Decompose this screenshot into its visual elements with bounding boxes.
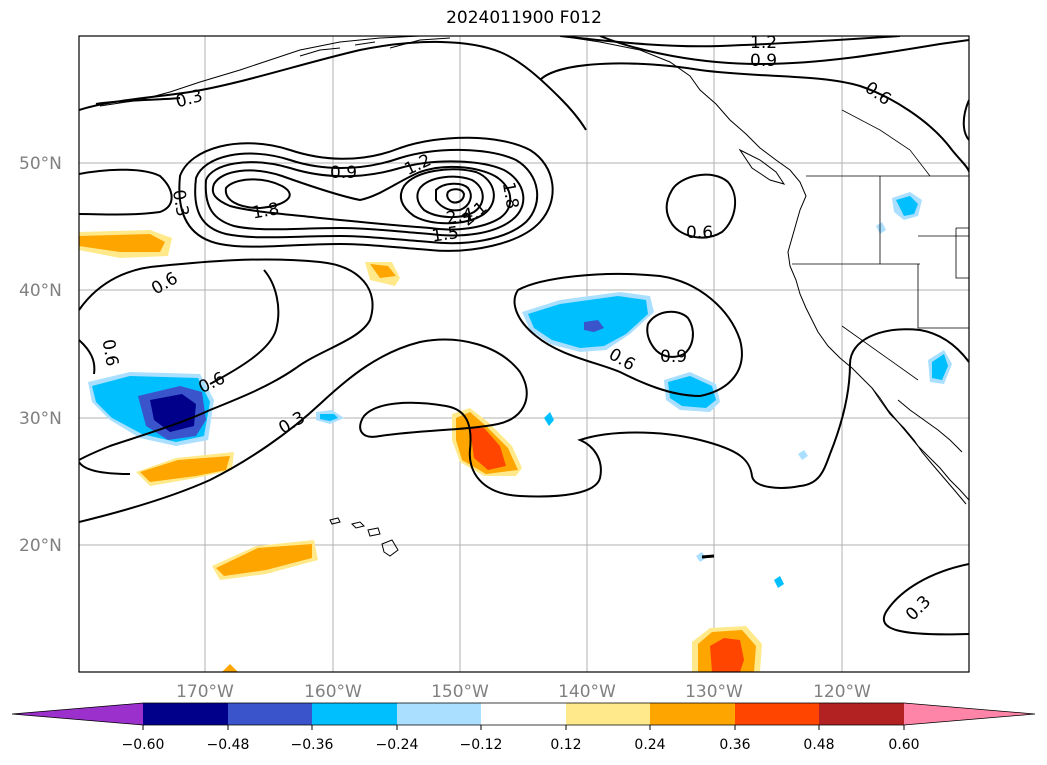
colorbar-bin xyxy=(819,703,904,725)
lon-label: 130°W xyxy=(685,682,743,702)
colorbar-bin xyxy=(735,703,819,725)
contour-label: 0.6 xyxy=(98,338,122,368)
lat-label: 40°N xyxy=(19,281,62,301)
colorbar-bin xyxy=(650,703,735,725)
page-title: 2024011900 F012 xyxy=(446,8,602,28)
shaded-anomalies xyxy=(79,192,952,672)
coastlines xyxy=(99,36,969,557)
colorbar-tick-label: 0.24 xyxy=(634,737,665,753)
contour-label: 0.9 xyxy=(660,347,687,367)
colorbar: −0.60 −0.48 −0.36 −0.24 −0.12 0.12 0.24 … xyxy=(11,702,1036,753)
colorbar-bin xyxy=(481,703,566,725)
longitude-labels: 170°W 160°W 150°W 140°W 130°W 120°W xyxy=(176,682,871,702)
colorbar-tick-label: −0.12 xyxy=(460,737,503,753)
latitude-labels: 50°N 40°N 30°N 20°N xyxy=(19,154,62,556)
colorbar-bin xyxy=(143,703,228,725)
colorbar-bin xyxy=(228,703,312,725)
lon-label: 160°W xyxy=(304,682,362,702)
lon-label: 140°W xyxy=(558,682,616,702)
gridlines xyxy=(79,36,969,672)
colorbar-tick-label: −0.60 xyxy=(122,737,165,753)
contour-label: 0.9 xyxy=(750,51,777,71)
colorbar-tick-label: 0.36 xyxy=(719,737,750,753)
contour-lines xyxy=(79,36,969,636)
colorbar-bin xyxy=(566,703,650,725)
colorbar-bin xyxy=(312,703,397,725)
contour-label: 1.2 xyxy=(750,33,777,53)
colorbar-under-triangle xyxy=(12,703,143,725)
lat-label: 20°N xyxy=(19,536,62,556)
map-frame xyxy=(78,35,970,673)
lon-label: 150°W xyxy=(431,682,489,702)
colorbar-tick-label: −0.24 xyxy=(376,737,419,753)
colorbar-ticks xyxy=(142,725,905,730)
colorbar-tick-label: 0.48 xyxy=(803,737,834,753)
contour-label: 1.8 xyxy=(498,181,522,211)
lon-label: 120°W xyxy=(813,682,871,702)
colorbar-tick-label: −0.48 xyxy=(207,737,250,753)
colorbar-tick-label: 0.12 xyxy=(550,737,581,753)
contour-label: 0.9 xyxy=(330,163,357,183)
colorbar-bin xyxy=(397,703,481,725)
colorbar-tick-label: −0.36 xyxy=(291,737,334,753)
contour-label: 1.5 xyxy=(431,223,461,247)
contour-label: 0.3 xyxy=(168,188,192,218)
lon-label: 170°W xyxy=(176,682,234,702)
contour-label: 0.6 xyxy=(686,223,713,243)
contour-label: 1.8 xyxy=(251,199,281,223)
colorbar-over-triangle xyxy=(904,703,1035,725)
lat-label: 30°N xyxy=(19,409,62,429)
colorbar-tick-label: 0.60 xyxy=(888,737,919,753)
lat-label: 50°N xyxy=(19,154,62,174)
state-borders xyxy=(792,109,969,381)
contour-label: 2.4 xyxy=(445,205,475,229)
